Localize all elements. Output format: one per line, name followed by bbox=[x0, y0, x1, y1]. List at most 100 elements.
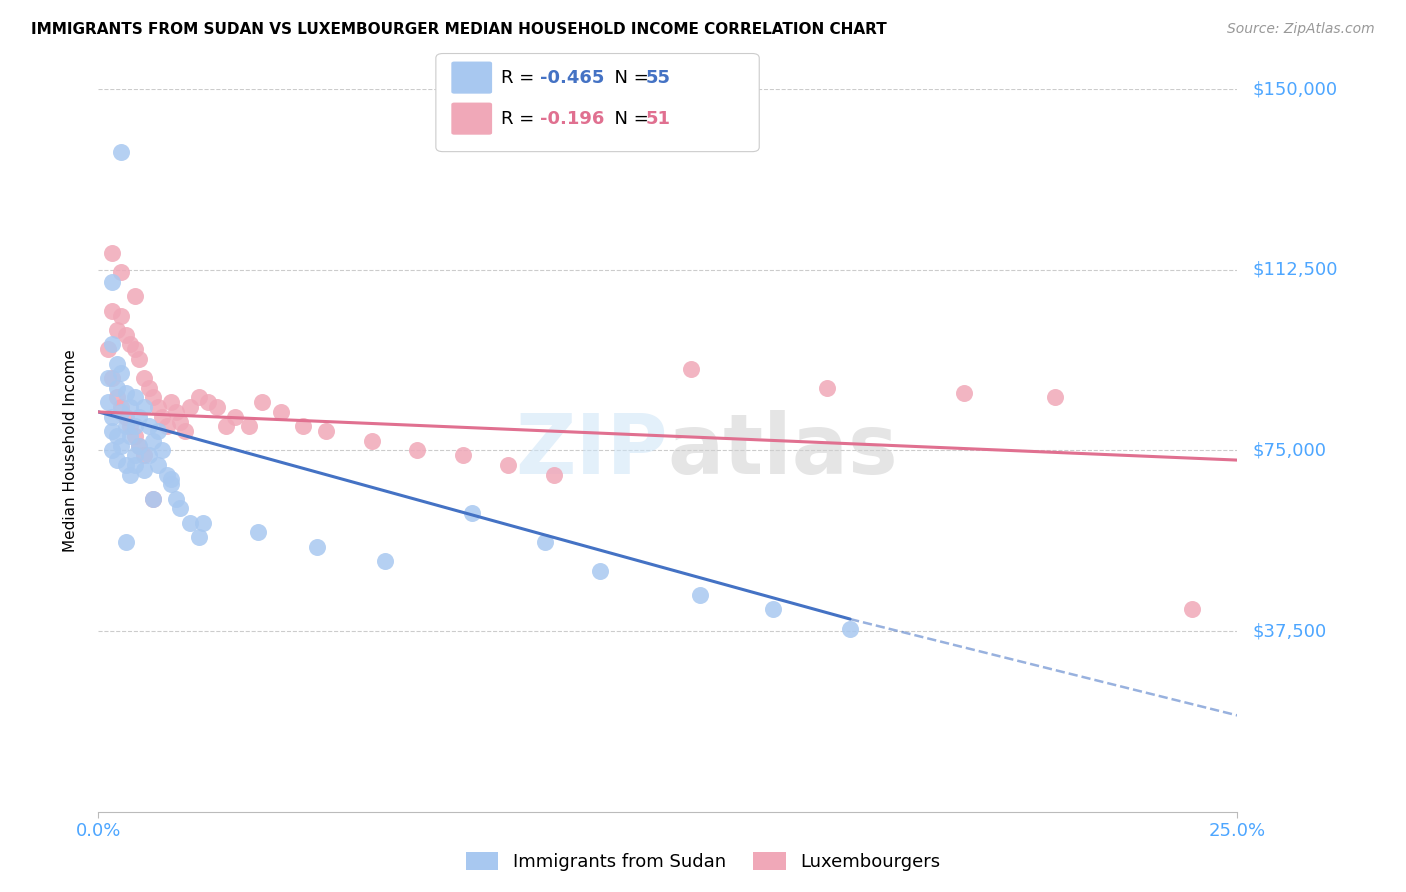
Point bbox=[114, 458, 136, 472]
Point bbox=[150, 443, 173, 458]
Text: Source: ZipAtlas.com: Source: ZipAtlas.com bbox=[1227, 22, 1375, 37]
Text: -0.465: -0.465 bbox=[540, 69, 605, 87]
Point bbox=[138, 448, 160, 462]
Point bbox=[187, 391, 209, 405]
Point bbox=[160, 395, 183, 409]
Point bbox=[1043, 391, 1066, 405]
Point bbox=[543, 467, 565, 482]
Text: $37,500: $37,500 bbox=[1253, 622, 1326, 640]
Point bbox=[762, 602, 785, 616]
Text: $150,000: $150,000 bbox=[1253, 80, 1337, 98]
Point bbox=[187, 530, 209, 544]
Point bbox=[588, 564, 610, 578]
Point bbox=[101, 303, 124, 318]
Legend: Immigrants from Sudan, Luxembourgers: Immigrants from Sudan, Luxembourgers bbox=[458, 845, 948, 879]
Point bbox=[128, 351, 150, 366]
Point bbox=[146, 424, 169, 438]
Point bbox=[114, 385, 136, 400]
Point bbox=[114, 419, 136, 434]
Point bbox=[101, 246, 124, 260]
Point bbox=[96, 343, 118, 357]
Point bbox=[238, 419, 260, 434]
Point bbox=[120, 467, 142, 482]
Point bbox=[105, 381, 128, 395]
Point bbox=[132, 448, 155, 462]
Point bbox=[105, 453, 128, 467]
Point bbox=[110, 439, 132, 453]
Text: ZIP: ZIP bbox=[516, 410, 668, 491]
Point bbox=[101, 409, 124, 424]
Point bbox=[197, 395, 219, 409]
Point bbox=[246, 525, 269, 540]
Point bbox=[128, 409, 150, 424]
Point bbox=[96, 395, 118, 409]
Point bbox=[105, 391, 128, 405]
Point bbox=[105, 323, 128, 337]
Point bbox=[146, 400, 169, 414]
Point bbox=[165, 405, 187, 419]
Point bbox=[120, 419, 142, 434]
Point bbox=[315, 424, 337, 438]
Text: R =: R = bbox=[501, 69, 540, 87]
Point bbox=[120, 337, 142, 351]
Point bbox=[124, 391, 146, 405]
Point bbox=[132, 463, 155, 477]
Point bbox=[132, 400, 155, 414]
Point bbox=[120, 400, 142, 414]
Point bbox=[179, 516, 201, 530]
Point bbox=[193, 516, 215, 530]
Point bbox=[150, 409, 173, 424]
Point bbox=[124, 448, 146, 462]
Point bbox=[128, 439, 150, 453]
Point bbox=[114, 327, 136, 342]
Text: 55: 55 bbox=[645, 69, 671, 87]
Text: $75,000: $75,000 bbox=[1253, 442, 1326, 459]
Point bbox=[124, 289, 146, 303]
Point bbox=[110, 265, 132, 279]
Point bbox=[142, 491, 165, 506]
Point bbox=[953, 385, 976, 400]
Point bbox=[451, 448, 474, 462]
Point bbox=[156, 419, 179, 434]
Point bbox=[110, 309, 132, 323]
Point bbox=[138, 381, 160, 395]
Text: N =: N = bbox=[603, 110, 655, 128]
Point bbox=[252, 395, 274, 409]
Point bbox=[839, 622, 862, 636]
Point bbox=[138, 419, 160, 434]
Point bbox=[101, 337, 124, 351]
Point bbox=[101, 443, 124, 458]
Point bbox=[124, 419, 146, 434]
Point bbox=[114, 409, 136, 424]
Point bbox=[124, 429, 146, 443]
Point bbox=[105, 429, 128, 443]
Point bbox=[461, 506, 484, 520]
Point bbox=[815, 381, 838, 395]
Point bbox=[374, 554, 396, 568]
Point bbox=[96, 371, 118, 385]
Point bbox=[110, 145, 132, 159]
Point bbox=[169, 501, 191, 516]
Point bbox=[128, 439, 150, 453]
Text: IMMIGRANTS FROM SUDAN VS LUXEMBOURGER MEDIAN HOUSEHOLD INCOME CORRELATION CHART: IMMIGRANTS FROM SUDAN VS LUXEMBOURGER ME… bbox=[31, 22, 887, 37]
Point bbox=[215, 419, 238, 434]
Y-axis label: Median Household Income: Median Household Income bbox=[63, 349, 77, 552]
Point bbox=[224, 409, 246, 424]
Point bbox=[169, 415, 191, 429]
Point bbox=[110, 367, 132, 381]
Point bbox=[146, 458, 169, 472]
Text: -0.196: -0.196 bbox=[540, 110, 605, 128]
Point bbox=[679, 361, 702, 376]
Text: R =: R = bbox=[501, 110, 540, 128]
Point bbox=[105, 357, 128, 371]
Point bbox=[292, 419, 315, 434]
Point bbox=[124, 458, 146, 472]
Point bbox=[124, 343, 146, 357]
Point bbox=[156, 467, 179, 482]
Text: N =: N = bbox=[603, 69, 655, 87]
Text: $112,500: $112,500 bbox=[1253, 260, 1337, 279]
Point bbox=[160, 472, 183, 486]
Point bbox=[270, 405, 292, 419]
Point bbox=[132, 371, 155, 385]
Point bbox=[101, 275, 124, 289]
